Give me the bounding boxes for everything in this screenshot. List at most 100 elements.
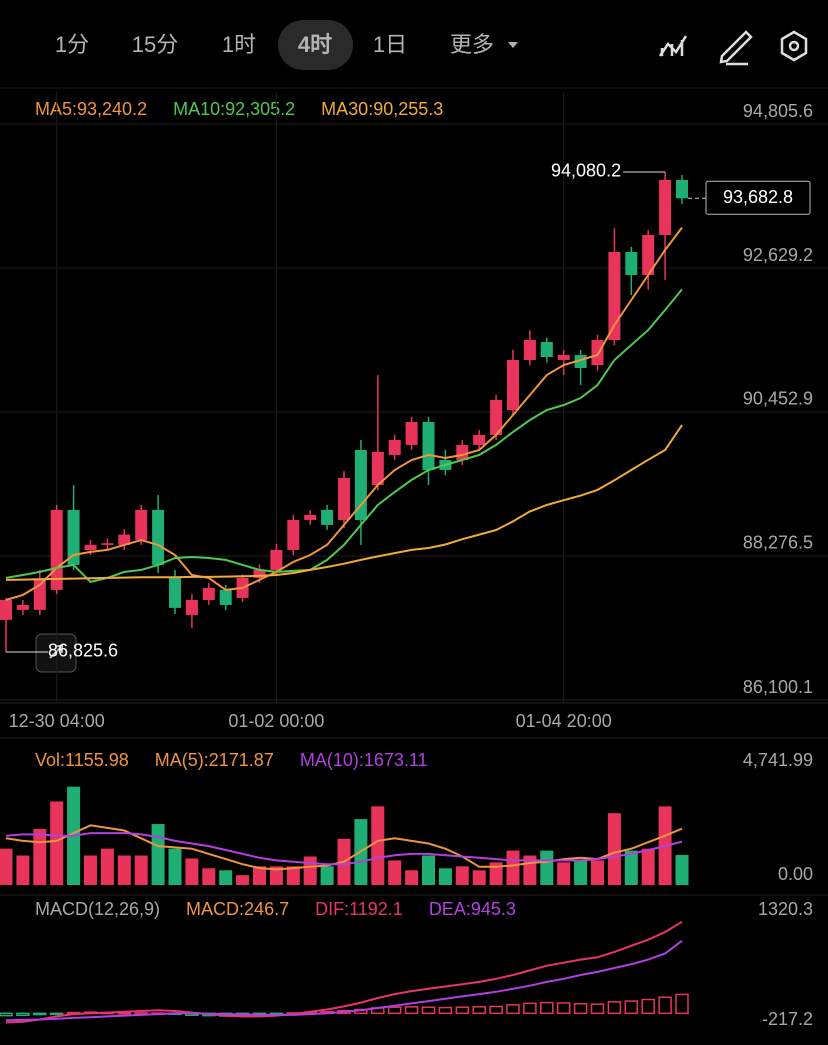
candle-body [0, 599, 12, 620]
macd-bar [624, 1000, 639, 1015]
volume-bar [371, 806, 385, 885]
candle-body [169, 577, 181, 608]
volume-bar [185, 858, 199, 885]
macd-bar [573, 1002, 588, 1015]
last-price-box [705, 180, 811, 215]
candle-body [557, 355, 570, 360]
x-tick-label: 12-30 04:00 [9, 711, 105, 731]
volume-bar [489, 862, 503, 885]
candle-body [405, 421, 418, 445]
candle-body [490, 400, 503, 435]
candle-body [152, 509, 165, 565]
indicator-line [5, 824, 683, 871]
tab[interactable]: 15分 [132, 32, 178, 57]
tab[interactable]: 1分 [55, 32, 89, 57]
volume-bar [100, 848, 114, 885]
macd-bar [421, 1006, 436, 1015]
volume-bar [675, 855, 689, 885]
volume-bar [472, 870, 486, 885]
candle-body [507, 359, 519, 411]
candle-body [659, 180, 672, 235]
volume-bar [574, 860, 588, 885]
macd-bar [556, 1002, 571, 1015]
draw-icon[interactable] [719, 30, 753, 66]
toolbar-icons[interactable] [658, 30, 808, 66]
candle-body [338, 477, 350, 520]
legend-item: MA30:90,255.3 [321, 99, 443, 119]
volume-bar [16, 855, 30, 885]
legend-item: Vol:1155.98 [35, 750, 129, 770]
tab[interactable]: 更多 [450, 32, 494, 57]
macd-bar [607, 1001, 622, 1015]
volume-bar [506, 850, 520, 885]
candle-body [625, 252, 638, 276]
volume-bar [540, 850, 554, 885]
macd-bar [16, 1012, 30, 1016]
volume-bar [455, 866, 469, 885]
tab[interactable]: 1时 [222, 32, 256, 57]
legend-item: MA5:93,240.2 [35, 99, 147, 119]
candle-body [253, 569, 266, 578]
dropdown-arrow [508, 42, 518, 48]
macd-bar [506, 1004, 520, 1015]
volume-bar [269, 866, 283, 885]
candle-body [523, 340, 536, 360]
last-price-label: 93,682.8 [723, 187, 793, 207]
active-tab-pill [278, 20, 353, 70]
settings-icon-dot [788, 40, 800, 52]
legend-item: MA10:92,305.2 [173, 99, 295, 119]
volume-bar [50, 801, 64, 885]
candle-body [202, 587, 215, 600]
expand-icon [49, 645, 63, 659]
candle-body [642, 234, 655, 276]
macd-bar [0, 1012, 13, 1017]
legend-item: DEA:945.3 [429, 899, 516, 919]
indicator-line [5, 940, 683, 1022]
macd-bar [540, 1001, 554, 1015]
candle-body [304, 514, 317, 520]
y-tick-label: -217.2 [762, 1009, 813, 1029]
macd-bar [472, 1006, 486, 1015]
candle-body [287, 519, 300, 550]
volume-bar [134, 855, 148, 885]
indicator-line [5, 226, 683, 601]
indicator-icon[interactable] [658, 35, 688, 57]
macd-bar [641, 998, 655, 1015]
candle-body [84, 544, 97, 550]
candle-body [608, 252, 621, 341]
volume-bar [202, 868, 216, 885]
tab[interactable]: 1日 [373, 32, 407, 57]
volume-bar [422, 855, 435, 885]
legend-item: MA(5):2171.87 [155, 750, 274, 770]
candle-body [270, 549, 283, 570]
volume-bar [286, 866, 300, 885]
candle-body [422, 421, 435, 470]
settings-icon[interactable] [780, 30, 808, 62]
volume-bar [405, 870, 419, 885]
volume-bar [117, 855, 131, 885]
candle-body [321, 509, 334, 525]
y-tick-label: 86,100.1 [743, 677, 813, 697]
low-label: 86,825.6 [48, 641, 118, 661]
macd-bar [489, 1005, 503, 1015]
y-tick-label: 90,452.9 [743, 389, 813, 409]
candle-body [185, 599, 198, 615]
macd-bar [658, 996, 672, 1015]
candle-body [135, 509, 148, 540]
high-label: 94,080.2 [551, 161, 621, 181]
candle-body [118, 534, 131, 545]
macd-bar [387, 1006, 402, 1015]
volume-bar [438, 868, 452, 885]
volume-bar [591, 860, 604, 885]
x-tick-label: 01-04 20:00 [516, 711, 612, 731]
volume-bar [303, 856, 317, 885]
y-tick-label: 0.00 [778, 864, 813, 884]
macd-bar [49, 1012, 64, 1016]
volume-bar [641, 848, 655, 885]
volume-bar [151, 824, 165, 885]
indicator-line [5, 920, 683, 1024]
tab[interactable]: 4时 [298, 32, 332, 57]
